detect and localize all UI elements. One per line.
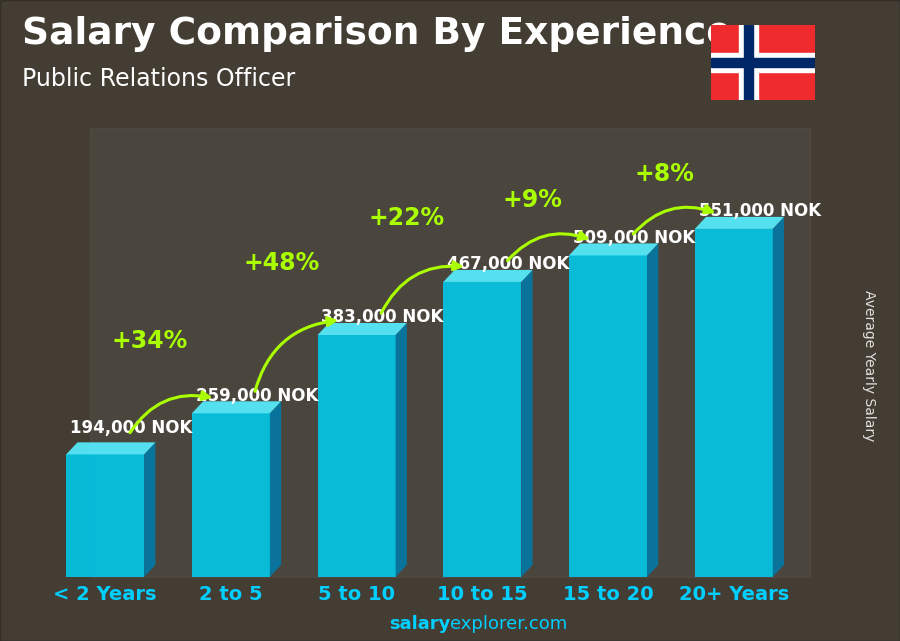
Text: +48%: +48% [243,251,320,275]
Bar [711,53,814,72]
Polygon shape [695,229,773,577]
Text: +9%: +9% [502,188,562,212]
Polygon shape [444,270,533,282]
Text: +34%: +34% [111,329,187,353]
Text: 551,000 NOK: 551,000 NOK [698,203,821,221]
Text: 259,000 NOK: 259,000 NOK [195,387,318,404]
Polygon shape [67,442,156,454]
Text: 194,000 NOK: 194,000 NOK [70,419,193,437]
Polygon shape [569,244,658,255]
Polygon shape [67,454,144,577]
Polygon shape [569,255,647,577]
Polygon shape [773,217,784,577]
Text: 467,000 NOK: 467,000 NOK [447,255,570,273]
Polygon shape [318,335,395,577]
Bar [744,25,753,100]
Text: salary: salary [389,615,450,633]
Polygon shape [521,270,533,577]
Text: 383,000 NOK: 383,000 NOK [321,308,444,326]
Text: explorer.com: explorer.com [450,615,567,633]
Polygon shape [444,282,521,577]
Polygon shape [318,323,407,335]
Polygon shape [695,217,784,229]
Text: +22%: +22% [369,206,445,230]
Text: 509,000 NOK: 509,000 NOK [572,229,695,247]
Polygon shape [144,442,156,577]
Polygon shape [395,323,407,577]
Text: Average Yearly Salary: Average Yearly Salary [861,290,876,441]
Bar [739,25,758,100]
Polygon shape [647,244,658,577]
Bar [711,58,814,67]
Polygon shape [270,401,281,577]
Polygon shape [192,401,281,413]
Text: Public Relations Officer: Public Relations Officer [22,67,296,91]
Polygon shape [192,413,270,577]
Text: Salary Comparison By Experience: Salary Comparison By Experience [22,16,733,52]
Text: +8%: +8% [634,162,695,186]
Bar [90,128,810,577]
